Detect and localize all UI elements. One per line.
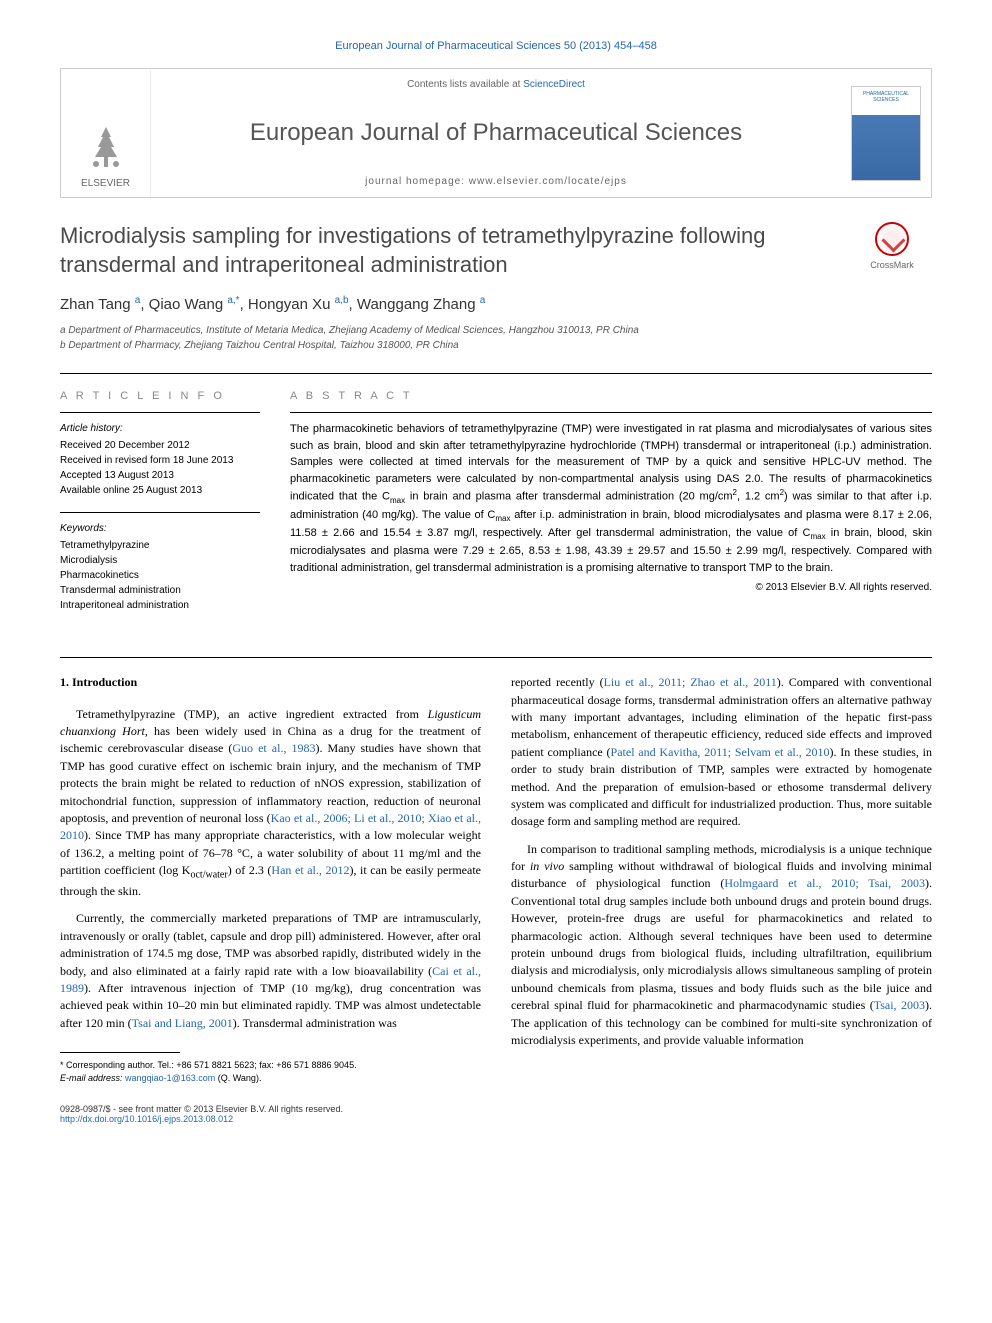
abstract-heading: A B S T R A C T (290, 390, 932, 402)
elsevier-tree-icon (81, 122, 131, 172)
keyword-3: Transdermal administration (60, 583, 260, 598)
info-rule-2 (60, 512, 260, 513)
history-label: Article history: (60, 421, 260, 436)
article-info-block: A R T I C L E I N F O Article history: R… (60, 390, 260, 627)
history-online: Available online 25 August 2013 (60, 483, 260, 498)
intro-heading: 1. Introduction (60, 674, 481, 691)
crossmark-label: CrossMark (870, 260, 914, 270)
author-list: Zhan Tang a, Qiao Wang a,*, Hongyan Xu a… (60, 295, 852, 313)
keywords-label: Keywords: (60, 521, 260, 536)
corresponding-footnote: * Corresponding author. Tel.: +86 571 88… (60, 1059, 481, 1084)
footer-issn: 0928-0987/$ - see front matter © 2013 El… (60, 1104, 932, 1114)
sciencedirect-link[interactable]: ScienceDirect (523, 79, 585, 90)
article-history: Article history: Received 20 December 20… (60, 421, 260, 498)
abstract-copyright: © 2013 Elsevier B.V. All rights reserved… (290, 582, 932, 593)
history-accepted: Accepted 13 August 2013 (60, 468, 260, 483)
history-received: Received 20 December 2012 (60, 438, 260, 453)
info-abstract-row: A R T I C L E I N F O Article history: R… (60, 390, 932, 627)
corresponding-line: * Corresponding author. Tel.: +86 571 88… (60, 1059, 481, 1072)
article-info-heading: A R T I C L E I N F O (60, 390, 260, 402)
body-column-right: reported recently (Liu et al., 2011; Zha… (511, 674, 932, 1084)
page-footer: 0928-0987/$ - see front matter © 2013 El… (60, 1104, 932, 1124)
body-columns: 1. Introduction Tetramethylpyrazine (TMP… (60, 674, 932, 1084)
intro-para-1: Tetramethylpyrazine (TMP), an active ing… (60, 706, 481, 901)
footer-doi-link[interactable]: http://dx.doi.org/10.1016/j.ejps.2013.08… (60, 1114, 233, 1124)
keywords-block: Keywords: Tetramethylpyrazine Microdialy… (60, 521, 260, 613)
journal-cover-block (841, 69, 931, 197)
contents-prefix: Contents lists available at (407, 79, 523, 90)
journal-banner: ELSEVIER Contents lists available at Sci… (60, 68, 932, 198)
email-line: E-mail address: wangqiao-1@163.com (Q. W… (60, 1072, 481, 1085)
journal-cover-thumbnail (851, 86, 921, 181)
contents-available-line: Contents lists available at ScienceDirec… (167, 79, 825, 90)
footnote-rule (60, 1052, 180, 1053)
keyword-1: Microdialysis (60, 553, 260, 568)
crossmark-badge[interactable]: CrossMark (852, 222, 932, 270)
banner-center: Contents lists available at ScienceDirec… (151, 69, 841, 197)
article-header: Microdialysis sampling for investigation… (60, 222, 932, 353)
corresponding-email-link[interactable]: wangqiao-1@163.com (125, 1073, 215, 1083)
header-citation: European Journal of Pharmaceutical Scien… (60, 40, 932, 52)
rule-bottom (60, 657, 932, 658)
intro-para-2: Currently, the commercially marketed pre… (60, 910, 481, 1032)
journal-name: European Journal of Pharmaceutical Scien… (167, 119, 825, 147)
article-title-block: Microdialysis sampling for investigation… (60, 222, 852, 353)
article-title: Microdialysis sampling for investigation… (60, 222, 852, 279)
history-revised: Received in revised form 18 June 2013 (60, 453, 260, 468)
publisher-logo-block: ELSEVIER (61, 69, 151, 197)
info-rule-1 (60, 412, 260, 413)
keyword-4: Intraperitoneal administration (60, 598, 260, 613)
affiliation-b: b Department of Pharmacy, Zhejiang Taizh… (60, 338, 852, 353)
crossmark-icon (875, 222, 909, 256)
journal-homepage: journal homepage: www.elsevier.com/locat… (167, 176, 825, 187)
email-name: (Q. Wang). (218, 1073, 262, 1083)
abstract-rule (290, 412, 932, 413)
intro-para-3: reported recently (Liu et al., 2011; Zha… (511, 674, 932, 831)
affiliation-a: a Department of Pharmaceutics, Institute… (60, 323, 852, 338)
abstract-text: The pharmacokinetic behaviors of tetrame… (290, 421, 932, 576)
abstract-block: A B S T R A C T The pharmacokinetic beha… (290, 390, 932, 627)
publisher-name: ELSEVIER (81, 178, 130, 189)
keyword-2: Pharmacokinetics (60, 568, 260, 583)
email-label: E-mail address: (60, 1073, 123, 1083)
body-column-left: 1. Introduction Tetramethylpyrazine (TMP… (60, 674, 481, 1084)
rule-top (60, 373, 932, 374)
intro-para-4: In comparison to traditional sampling me… (511, 841, 932, 1050)
keyword-0: Tetramethylpyrazine (60, 538, 260, 553)
affiliations: a Department of Pharmaceutics, Institute… (60, 323, 852, 353)
